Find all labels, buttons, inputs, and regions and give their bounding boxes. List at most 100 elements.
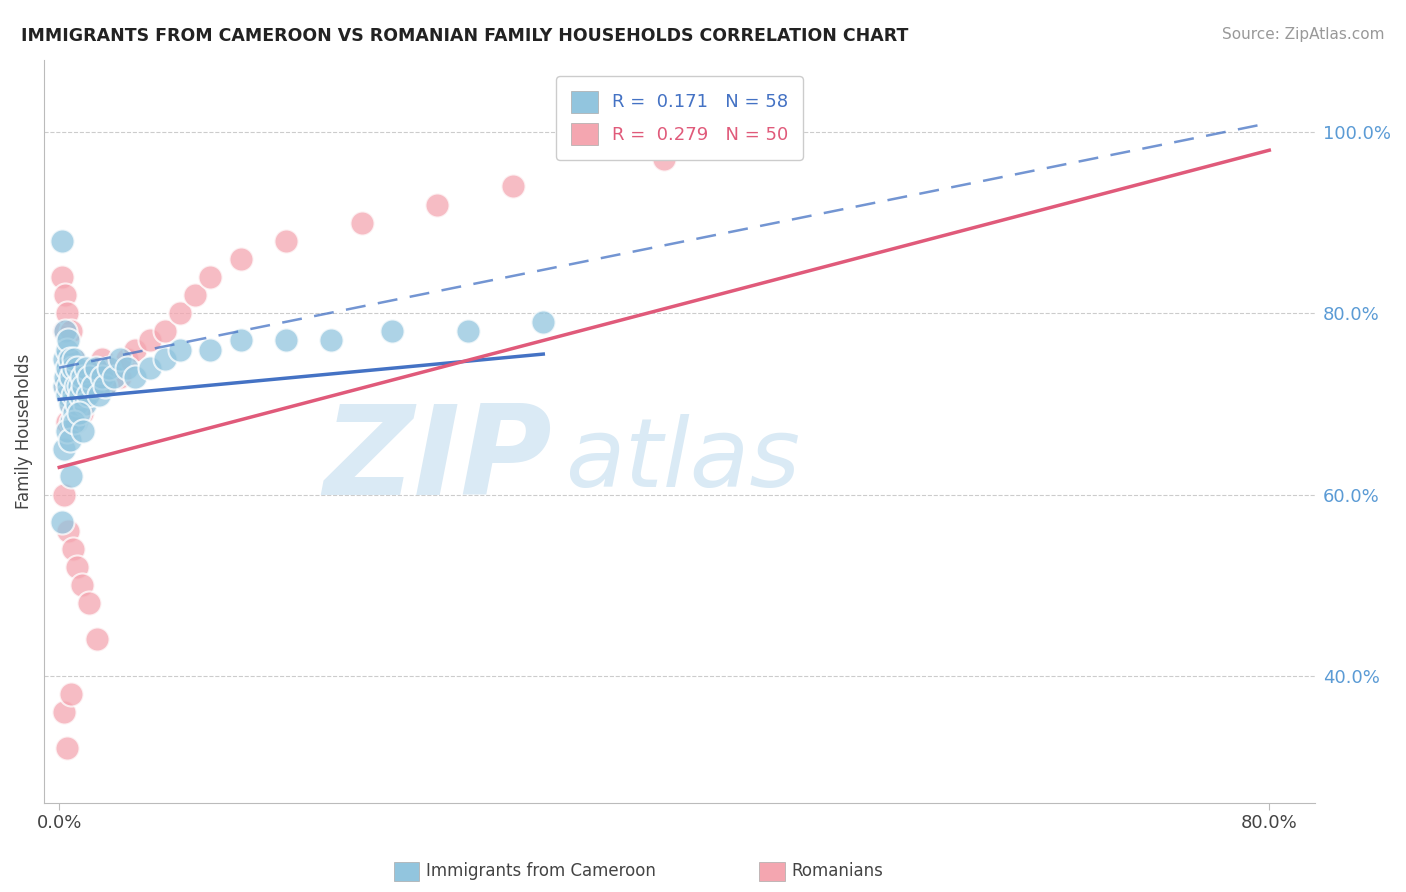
Point [381,325,404,339]
Y-axis label: Family Households: Family Households [15,353,32,508]
Point [52,705,75,719]
Point [457,325,479,339]
Point [69,388,91,402]
Point [52,487,75,501]
Text: Immigrants from Cameroon: Immigrants from Cameroon [426,863,655,880]
Point [139,334,162,348]
Point [58,379,80,393]
Point [153,351,176,366]
Point [69,379,91,393]
Point [59,369,82,384]
Point [63,415,86,429]
Point [426,197,449,211]
Point [65,388,87,402]
Point [87,388,110,402]
Text: Romanians: Romanians [792,863,883,880]
Point [101,360,124,375]
Text: ZIP: ZIP [323,401,553,521]
Point [531,315,554,329]
Point [169,306,191,320]
Point [75,369,97,384]
Point [350,216,373,230]
Point [72,424,94,438]
Point [67,406,90,420]
Point [56,388,79,402]
Text: Source: ZipAtlas.com: Source: ZipAtlas.com [1222,27,1385,42]
Point [53,369,76,384]
Point [70,578,93,592]
Point [124,369,146,384]
Point [79,379,101,393]
Point [93,379,115,393]
Point [70,369,93,384]
Point [60,415,83,429]
Point [60,687,83,701]
Point [103,369,125,384]
Point [200,343,222,357]
Point [62,541,84,556]
Point [86,632,108,647]
Point [56,360,79,375]
Point [72,379,94,393]
Point [77,388,100,402]
Point [108,369,131,384]
Point [153,325,176,339]
Point [70,406,93,420]
Point [56,741,79,756]
Point [53,379,76,393]
Point [65,379,87,393]
Point [84,360,107,375]
Point [93,379,115,393]
Point [184,288,207,302]
Text: atlas: atlas [565,414,800,508]
Point [72,388,94,402]
Point [200,270,222,285]
Point [56,306,79,320]
Point [52,442,75,457]
Point [124,343,146,357]
Point [56,343,79,357]
Point [56,415,79,429]
Point [58,334,80,348]
Point [169,343,191,357]
Point [58,524,80,538]
Point [75,360,97,375]
Point [66,397,89,411]
Point [51,270,73,285]
Point [82,360,104,375]
Point [56,424,79,438]
Point [66,369,89,384]
Point [62,388,84,402]
Point [117,351,139,366]
Point [52,351,75,366]
Point [53,288,76,302]
Point [90,369,112,384]
Point [63,351,86,366]
Point [117,360,139,375]
Point [276,234,298,248]
Point [62,360,84,375]
Point [67,397,90,411]
Text: IMMIGRANTS FROM CAMEROON VS ROMANIAN FAMILY HOUSEHOLDS CORRELATION CHART: IMMIGRANTS FROM CAMEROON VS ROMANIAN FAM… [21,27,908,45]
Point [82,379,104,393]
Point [67,379,90,393]
Point [98,360,121,375]
Point [63,406,86,420]
Point [108,351,131,366]
Point [58,351,80,366]
Point [229,252,252,266]
Point [52,325,75,339]
Point [86,369,108,384]
Point [79,369,101,384]
Point [229,334,252,348]
Point [66,560,89,574]
Point [59,433,82,447]
Point [63,351,86,366]
Point [276,334,298,348]
Point [73,397,96,411]
Legend: R =  0.171   N = 58, R =  0.279   N = 50: R = 0.171 N = 58, R = 0.279 N = 50 [555,76,803,160]
Point [79,596,101,610]
Point [139,360,162,375]
Point [321,334,343,348]
Point [60,369,83,384]
